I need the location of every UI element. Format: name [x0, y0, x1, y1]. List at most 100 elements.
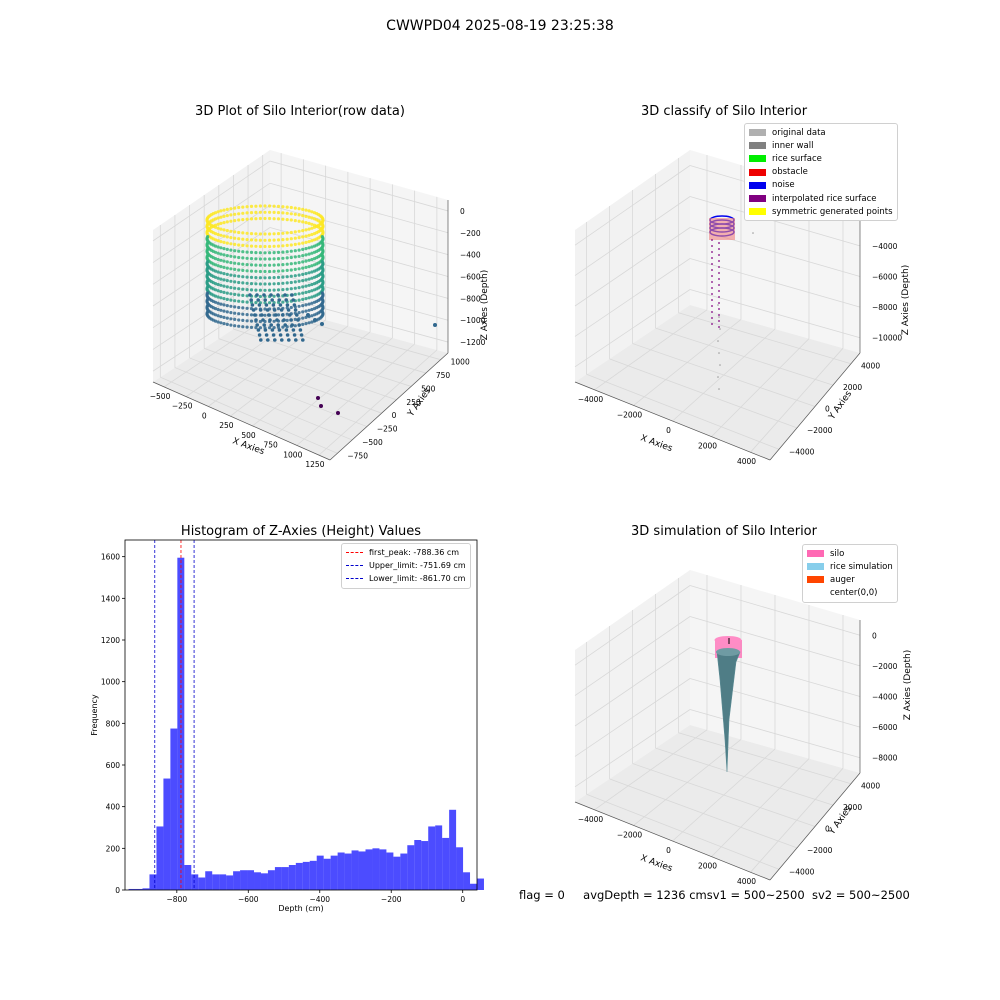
- data-point: [297, 219, 301, 223]
- data-point: [301, 297, 305, 301]
- data-point: [290, 323, 295, 327]
- y-tick-label: 4000: [861, 362, 880, 371]
- data-point: [222, 309, 226, 313]
- data-point: [225, 266, 229, 270]
- data-point: [297, 304, 301, 308]
- simulation-legend: silo rice simulation auger center(0,0): [802, 544, 898, 603]
- data-point: [254, 251, 258, 255]
- data-point: [258, 319, 262, 324]
- data-point: [288, 313, 292, 317]
- y-tick-label: −250: [377, 425, 398, 434]
- data-point: [222, 253, 226, 257]
- data-point: [281, 238, 285, 242]
- legend-label: first_peak: -788.36 cm: [369, 548, 460, 558]
- x-tick-label: −500: [150, 392, 171, 401]
- data-point: [281, 269, 285, 273]
- data-point: [245, 263, 249, 267]
- data-point: [278, 333, 283, 337]
- simulation-plot-title: 3D simulation of Silo Interior: [631, 524, 817, 539]
- data-point: [216, 264, 220, 268]
- legend-line: [346, 578, 363, 580]
- data-point: [304, 272, 308, 276]
- histogram-x-label: Depth (cm): [278, 904, 323, 913]
- raw-3d-plot[interactable]: −500−250025050075010001250−750−500−25002…: [0, 120, 500, 480]
- data-point: [237, 212, 241, 216]
- grid-line: [152, 293, 271, 372]
- data-point: [233, 206, 237, 210]
- data-point: [241, 231, 245, 235]
- data-point: [272, 269, 276, 273]
- histogram-chart[interactable]: −800 −600 −400 −200 0 0 200 400 600 800 1000 1200 1…: [0, 520, 500, 920]
- data-point: [258, 210, 262, 214]
- simulation-3d-plot[interactable]: −4000 −2000 0 2000 4000 −4000 −2000 0 2000 4000 0 −…: [500, 540, 1000, 890]
- data-point: [229, 229, 233, 233]
- legend-item: center(0,0): [807, 587, 893, 600]
- data-point: [263, 276, 267, 280]
- data-point: [267, 313, 271, 317]
- data-point: [249, 217, 254, 221]
- data-point: [268, 251, 272, 255]
- data-point: [253, 313, 257, 317]
- data-point: [216, 270, 220, 274]
- data-point: [312, 244, 317, 248]
- y-tick-label: 500: [421, 384, 436, 393]
- original-point: [718, 316, 720, 318]
- legend-item: auger: [807, 573, 893, 586]
- data-point: [249, 319, 254, 323]
- data-point: [290, 293, 294, 297]
- data-point: [245, 256, 249, 260]
- data-point: [216, 232, 220, 237]
- grid-line: [678, 312, 852, 365]
- data-point: [222, 290, 226, 294]
- grid-line: [632, 343, 816, 407]
- data-point: [241, 300, 245, 304]
- z-tick-label: 0: [872, 631, 877, 640]
- histogram-bar: [281, 867, 289, 890]
- data-point: [276, 282, 281, 286]
- grid-line: [269, 227, 449, 277]
- x-tick-label: 1250: [305, 460, 324, 469]
- axis-line: [152, 381, 331, 461]
- histogram-bar: [316, 855, 324, 891]
- data-point: [281, 205, 285, 209]
- classify-points: [709, 215, 754, 390]
- data-point: [293, 292, 297, 296]
- data-point: [219, 246, 223, 250]
- data-point: [258, 251, 262, 255]
- legend-swatch: [749, 168, 766, 176]
- data-point: [245, 211, 249, 215]
- data-point: [249, 275, 254, 279]
- data-point: [254, 238, 258, 242]
- data-point: [336, 411, 340, 415]
- data-point: [206, 247, 210, 251]
- data-point: [321, 298, 325, 302]
- data-point: [216, 282, 220, 287]
- data-point: [229, 254, 233, 258]
- data-point: [289, 230, 293, 235]
- data-point: [229, 317, 233, 321]
- histogram-bar: [393, 856, 401, 890]
- data-point: [289, 243, 293, 247]
- data-point: [216, 251, 220, 255]
- data-point: [301, 207, 305, 211]
- interpolated-point: [711, 287, 713, 289]
- data-point: [268, 204, 272, 208]
- original-point: [717, 376, 719, 378]
- classify-3d-plot[interactable]: −4000−2000020004000−4000−2000020004000−2…: [500, 120, 1000, 480]
- data-point: [219, 258, 223, 262]
- data-point: [263, 251, 267, 255]
- data-point: [245, 294, 249, 298]
- grid-line: [269, 160, 449, 212]
- data-point: [245, 300, 249, 304]
- data-point: [216, 314, 220, 318]
- data-point: [254, 276, 258, 280]
- legend-item: symmetric generated points: [749, 205, 893, 218]
- data-point: [297, 236, 301, 240]
- data-point: [219, 215, 223, 219]
- data-point: [241, 293, 245, 297]
- data-point: [254, 244, 258, 248]
- legend-label: rice surface: [772, 153, 822, 164]
- data-point: [276, 211, 281, 215]
- data-point: [281, 288, 285, 292]
- data-point: [241, 256, 245, 260]
